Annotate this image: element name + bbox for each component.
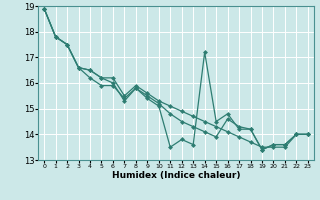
X-axis label: Humidex (Indice chaleur): Humidex (Indice chaleur) [112, 171, 240, 180]
